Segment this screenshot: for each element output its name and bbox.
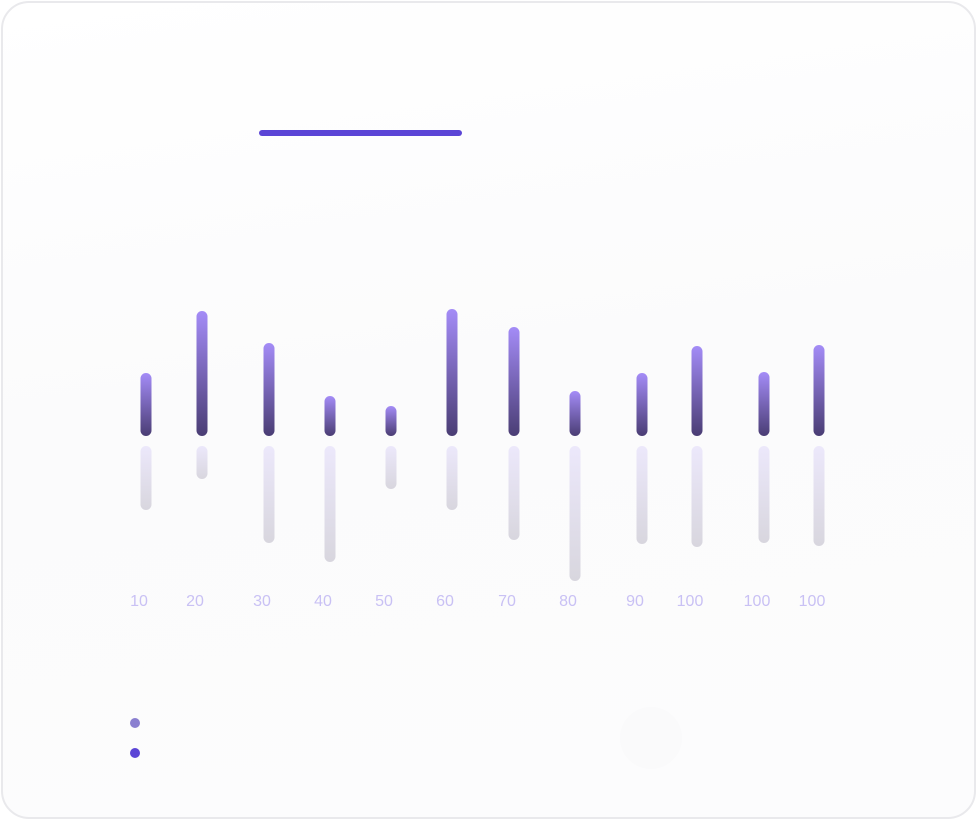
bar-upper-7 [508, 327, 520, 436]
x-axis-tick-labels: 10 20 30 40 50 60 70 80 90 100 100 100 [130, 593, 825, 610]
bar-lower-8 [569, 446, 581, 581]
bar-lower-2 [196, 446, 208, 479]
x-tick-label: 40 [314, 593, 332, 610]
x-tick-label: 100 [677, 593, 704, 610]
floating-action-button[interactable] [620, 707, 682, 769]
legend [130, 708, 150, 768]
legend-item-series-1[interactable] [130, 708, 150, 738]
series-lower-bars [140, 446, 825, 581]
bar-upper-1 [140, 373, 152, 436]
bar-lower-4 [324, 446, 336, 562]
bar-upper-11 [758, 372, 770, 436]
x-tick-label: 60 [436, 593, 454, 610]
x-tick-label: 80 [559, 593, 577, 610]
bar-lower-5 [385, 446, 397, 489]
x-tick-label: 90 [626, 593, 644, 610]
x-tick-label: 30 [253, 593, 271, 610]
bar-lower-10 [691, 446, 703, 547]
x-tick-label: 20 [186, 593, 204, 610]
active-tab-indicator [259, 130, 462, 136]
bar-upper-4 [324, 396, 336, 436]
series-upper-bars [140, 309, 825, 436]
bar-upper-9 [636, 373, 648, 436]
bar-upper-10 [691, 346, 703, 436]
bar-lower-1 [140, 446, 152, 510]
x-tick-label: 70 [498, 593, 516, 610]
x-tick-label: 10 [130, 593, 148, 610]
bar-upper-5 [385, 406, 397, 436]
x-tick-label: 100 [799, 593, 826, 610]
x-tick-label: 50 [375, 593, 393, 610]
bar-upper-3 [263, 343, 275, 436]
bar-lower-9 [636, 446, 648, 544]
bar-lower-12 [813, 446, 825, 546]
bar-upper-6 [446, 309, 458, 436]
bar-upper-2 [196, 311, 208, 436]
bar-lower-7 [508, 446, 520, 540]
bar-lower-3 [263, 446, 275, 543]
bar-upper-12 [813, 345, 825, 436]
legend-dot-series-2 [130, 748, 140, 758]
x-tick-label: 100 [744, 593, 771, 610]
bar-upper-8 [569, 391, 581, 436]
legend-item-series-2[interactable] [130, 738, 150, 768]
bar-lower-6 [446, 446, 458, 510]
bar-lower-11 [758, 446, 770, 543]
legend-dot-series-1 [130, 718, 140, 728]
